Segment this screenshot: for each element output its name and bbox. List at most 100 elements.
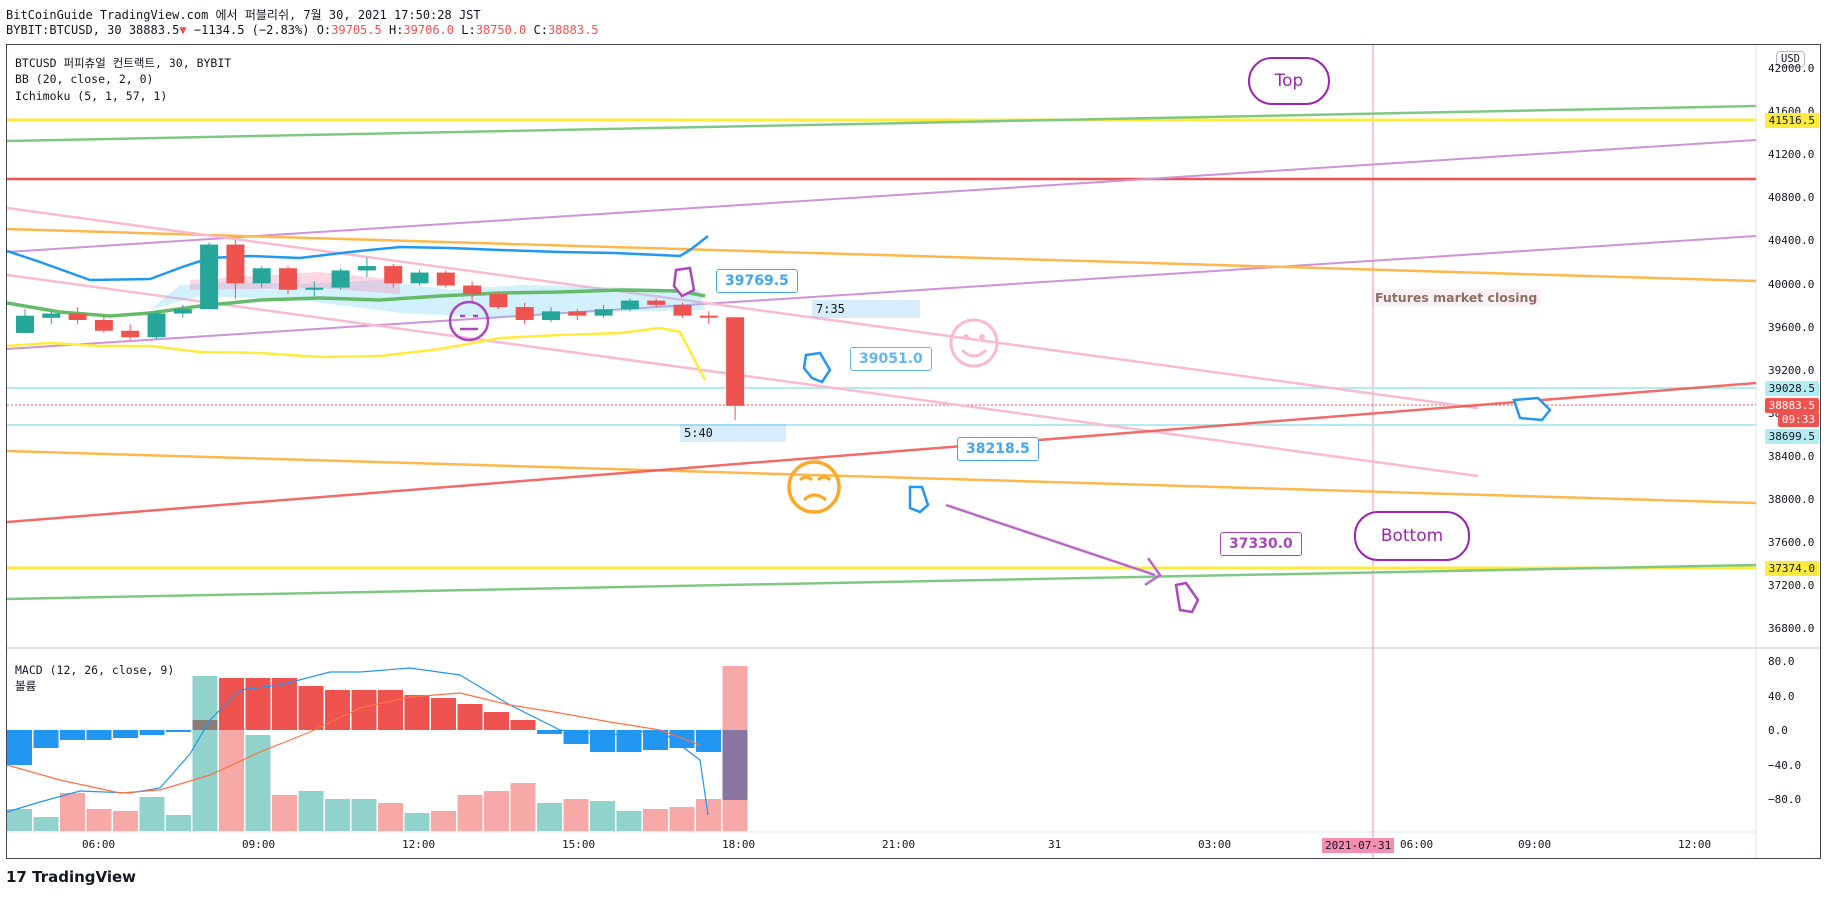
candle-body	[147, 313, 166, 338]
volume-bar	[245, 735, 271, 831]
bb-middle	[6, 288, 706, 318]
callout-37330[interactable]: 37330.0	[1220, 532, 1302, 556]
macd-axis-label: 80.0	[1768, 655, 1795, 668]
legend-title: BTCUSD 퍼피츄얼 컨트랙트, 30, BYBIT	[15, 56, 232, 70]
legend-volume[interactable]: 볼륨	[15, 679, 37, 693]
tag-bottom-level: 37374.0	[1764, 561, 1819, 576]
macd-histogram-bar	[245, 678, 271, 730]
time-axis-label: 09:00	[242, 838, 276, 851]
candle-body	[16, 315, 34, 333]
top-bubble[interactable]: Top	[1248, 57, 1330, 105]
chart-frame[interactable]	[6, 44, 1821, 859]
close-value: 38883.5	[547, 23, 599, 37]
candle-body	[568, 311, 587, 316]
volume-bar	[298, 791, 324, 831]
price-axis-label: 41200.0	[1768, 148, 1815, 162]
time-axis-label: 06:00	[1400, 838, 1434, 851]
candles-group	[16, 240, 745, 421]
last-price: 38883.5	[128, 23, 180, 37]
down-arrow-icon: ▼	[179, 23, 187, 37]
legend-macd[interactable]: MACD (12, 26, close, 9)	[15, 663, 175, 677]
time-axis-label: 03:00	[1198, 838, 1232, 851]
low-value: 38750.0	[475, 23, 527, 37]
macd-histogram-bar	[60, 730, 85, 740]
macd-histogram-bar	[457, 704, 483, 730]
symbol-ohlc-line: BYBIT:BTCUSD, 30 38883.5▼ −1134.5 (−2.83…	[6, 23, 599, 37]
candle-body	[173, 309, 192, 314]
macd-histogram-bar	[510, 720, 536, 730]
macd-axis-label: −80.0	[1768, 793, 1802, 806]
volume-bar	[7, 809, 32, 831]
macd-histogram-bar	[7, 730, 32, 765]
time-axis-highlight: 2021-07-31	[1322, 838, 1395, 853]
macd-histogram-bar	[325, 690, 350, 730]
macd-histogram-bar	[86, 730, 112, 740]
candle-body	[489, 294, 508, 308]
signal-line	[6, 692, 701, 794]
volume-bar	[643, 809, 668, 831]
macd-histogram-bar	[378, 690, 403, 730]
open-value: 39705.5	[331, 23, 382, 37]
macd-axis-label: 40.0	[1768, 689, 1795, 703]
volume-bar	[404, 813, 430, 831]
volume-bar	[33, 817, 59, 831]
candle-body	[200, 244, 219, 310]
price-axis-label: 40000.0	[1768, 277, 1815, 291]
volume-bar	[616, 811, 642, 831]
volume-bar	[272, 795, 297, 831]
bottom-bubble[interactable]: Bottom	[1354, 511, 1470, 561]
price-axis-label: 39200.0	[1768, 363, 1815, 377]
volume-bar	[139, 797, 165, 831]
macd-histogram-bar	[643, 730, 668, 750]
price-axis-label: 42000.0	[1768, 62, 1815, 75]
macd-group	[7, 666, 748, 831]
volume-bar	[378, 803, 403, 831]
tag-current: 38883.5	[1764, 398, 1819, 413]
candle-body	[673, 304, 692, 316]
volume-bar	[219, 729, 244, 831]
candle-body	[252, 268, 271, 284]
volume-bar	[537, 803, 562, 831]
futures-closing-note[interactable]: Futures market closing	[1371, 289, 1542, 306]
callout-38218[interactable]: 38218.5	[957, 437, 1039, 461]
time-axis-label: 21:00	[882, 838, 916, 851]
callout-39769[interactable]: 39769.5	[716, 269, 798, 293]
candle-body	[226, 244, 245, 284]
macd-axis-label: 0.0	[1768, 724, 1788, 737]
macd-histogram-bar	[139, 730, 165, 735]
callout-39051[interactable]: 39051.0	[850, 347, 932, 371]
tag-top-level: 41516.5	[1764, 113, 1819, 128]
volume-bar	[431, 811, 456, 831]
currency-button[interactable]: USD	[1776, 51, 1805, 67]
macd-line	[6, 667, 709, 816]
time-box-540[interactable]: 5:40	[680, 424, 786, 442]
candle-body	[515, 307, 534, 320]
candle-body	[542, 311, 560, 320]
volume-bar	[192, 676, 218, 831]
publish-info: BitCoinGuide TradingView.com 에서 퍼블리쉬, 7월…	[6, 8, 481, 22]
time-box-735[interactable]: 7:35	[812, 300, 920, 318]
tradingview-logo[interactable]: 17 TradingView	[6, 868, 137, 886]
candle-body	[121, 330, 140, 338]
candle-body	[279, 268, 297, 290]
symbol: BYBIT:BTCUSD, 30	[6, 23, 122, 37]
macd-histogram-bar	[616, 730, 642, 752]
candle-body	[305, 287, 324, 290]
macd-histogram-bar	[590, 730, 615, 752]
volume-bar	[60, 793, 85, 831]
macd-histogram-bar	[431, 698, 456, 730]
macd-histogram-bar	[537, 730, 562, 734]
price-axis-label: 40800.0	[1768, 191, 1815, 205]
candle-body	[620, 300, 639, 310]
volume-bar	[166, 815, 191, 831]
candle-body	[463, 285, 482, 295]
tv-logo-icon: 17	[6, 868, 27, 886]
candle-body	[594, 309, 613, 316]
legend-ichimoku[interactable]: Ichimoku (5, 1, 57, 1)	[15, 89, 168, 103]
pink-trend-1	[6, 206, 1479, 410]
bb-lower	[6, 326, 707, 381]
candle-body	[94, 319, 113, 331]
legend-bb[interactable]: BB (20, close, 2, 0)	[15, 72, 154, 86]
price-axis-label: 37600.0	[1768, 536, 1815, 550]
